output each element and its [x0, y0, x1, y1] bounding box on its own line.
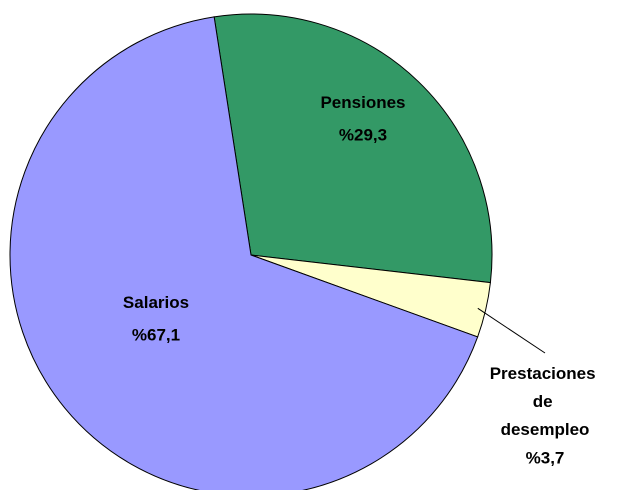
pie-slice [213, 13, 493, 284]
slice-label: Salarios [123, 293, 189, 312]
slice-value-label: %67,1 [132, 325, 180, 344]
label-line: Salarios [123, 293, 189, 312]
slice-label: Pensiones [320, 93, 405, 112]
slice-value-label: %29,3 [339, 125, 387, 144]
slice-label: Prestaciones de desempleo [490, 364, 601, 439]
pie-slice [9, 16, 479, 490]
label-line: Prestaciones [490, 364, 601, 383]
label-line: Pensiones [320, 93, 405, 112]
leader-line [477, 307, 546, 354]
label-line: de [533, 392, 558, 411]
label-line: desempleo [501, 420, 590, 439]
slice-value-label: %3,7 [526, 448, 565, 467]
